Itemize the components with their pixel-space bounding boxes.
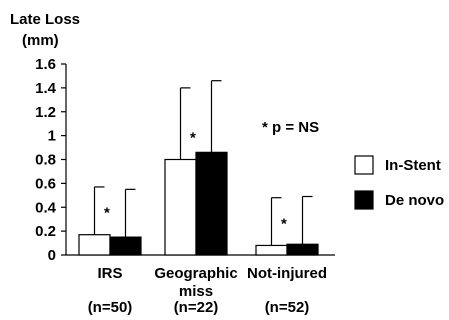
category-label: miss xyxy=(179,283,213,300)
y-tick-label: 1.4 xyxy=(35,80,57,97)
category-n-label: (n=22) xyxy=(174,299,219,316)
significance-markers: * * * xyxy=(104,130,287,233)
y-tick-label: 0.8 xyxy=(35,152,56,169)
significance-annotation: * p = NS xyxy=(262,119,319,136)
bar xyxy=(78,234,111,256)
significance-marker: * xyxy=(190,130,196,147)
y-axis-label-line-1: Late Loss xyxy=(10,11,80,28)
category-label: Geographic xyxy=(154,265,237,282)
y-tick-label: 0.2 xyxy=(35,223,56,240)
bars xyxy=(78,151,319,256)
y-tick-label: 1.6 xyxy=(35,56,56,73)
legend-swatch xyxy=(354,190,374,210)
legend-swatch xyxy=(354,155,374,175)
significance-marker: * xyxy=(281,215,287,232)
bar xyxy=(255,244,288,256)
legend-label: De novo xyxy=(385,192,444,209)
bar xyxy=(195,151,228,256)
bar xyxy=(164,158,197,256)
y-tick-label: 0.6 xyxy=(35,175,56,192)
legend-label: In-Stent xyxy=(385,157,441,174)
category-label: IRS xyxy=(97,265,122,282)
y-axis-label: Late Loss (mm) xyxy=(10,11,80,49)
category-n-label: (n=52) xyxy=(265,299,310,316)
y-axis-label-line-2: (mm) xyxy=(22,32,59,49)
y-tick-label: 1.2 xyxy=(35,104,56,121)
y-tick-label: 1 xyxy=(48,128,56,145)
y-tick-label: 0 xyxy=(48,247,56,264)
bar xyxy=(286,243,319,256)
category-n-label: (n=50) xyxy=(88,299,133,316)
legend: In-Stent De novo xyxy=(354,155,444,210)
category-label: Not-injured xyxy=(247,265,327,282)
bar xyxy=(109,236,142,256)
y-ticks: 0 0.2 0.4 0.6 0.8 1 1.2 1.4 1.6 xyxy=(35,56,66,264)
y-tick-label: 0.4 xyxy=(35,199,57,216)
error-bars xyxy=(93,80,313,246)
significance-marker: * xyxy=(104,205,110,222)
